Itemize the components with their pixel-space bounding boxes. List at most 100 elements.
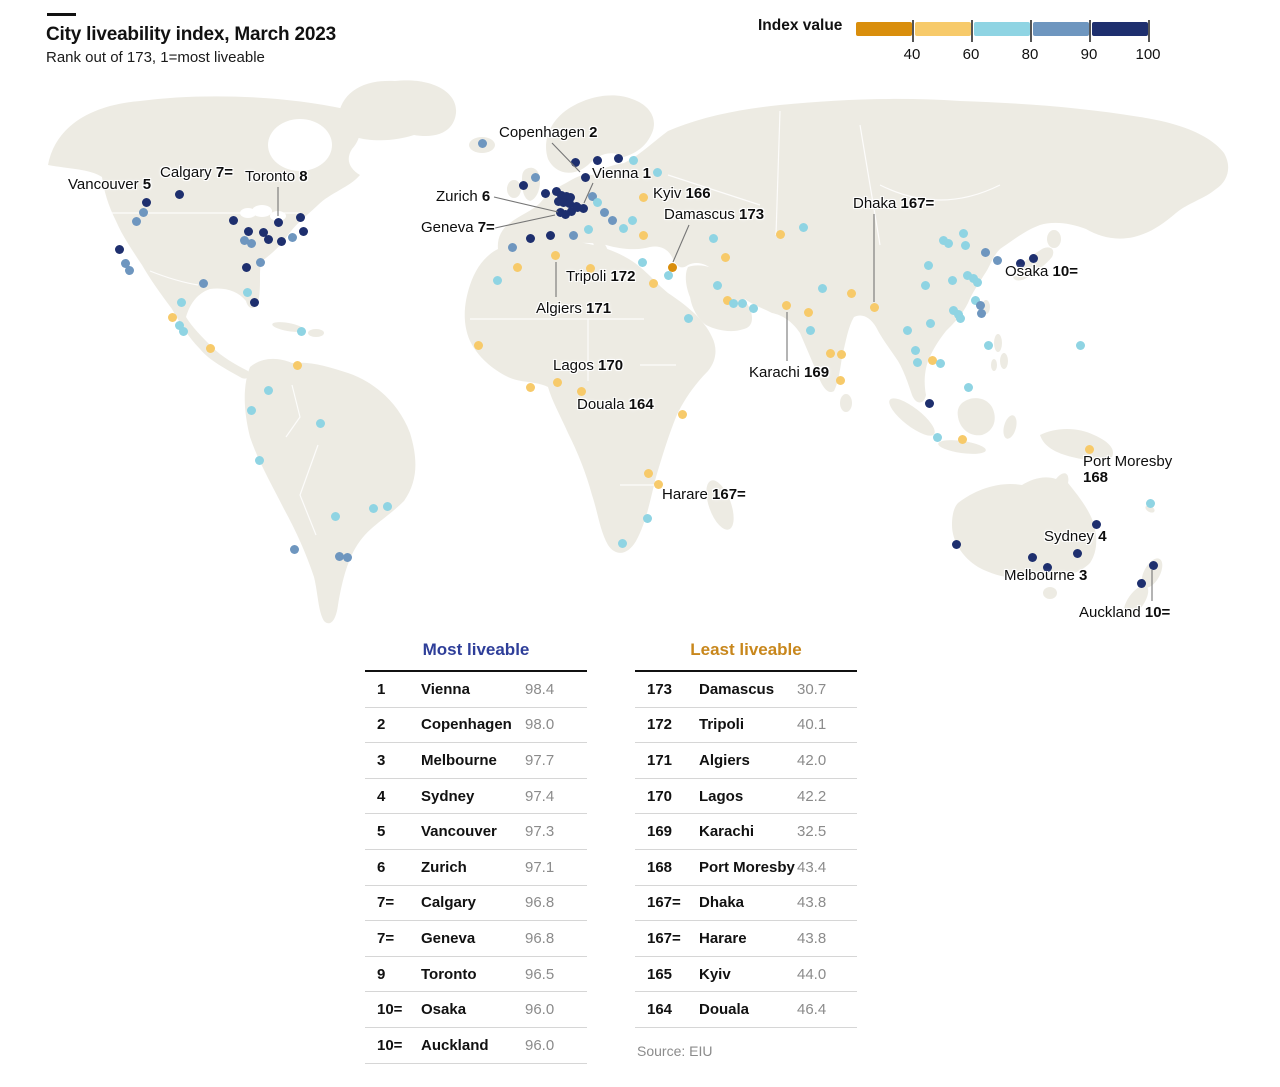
city-dot xyxy=(296,326,306,336)
city-dot xyxy=(556,190,566,200)
city-dot xyxy=(638,192,648,202)
city-dot xyxy=(637,257,647,267)
rank-cell: 7= xyxy=(377,894,395,912)
table-row: 9 Toronto 96.5 xyxy=(365,957,587,993)
city-dot xyxy=(572,202,582,212)
city-dot xyxy=(927,355,937,365)
legend-tick-label: 40 xyxy=(903,46,921,63)
city-dot xyxy=(980,247,990,257)
legend-tick xyxy=(1148,20,1150,42)
city-dot xyxy=(962,270,972,280)
source-note: Source: EIU xyxy=(637,1043,713,1059)
value-cell: 46.4 xyxy=(797,1001,827,1019)
city-dot xyxy=(1148,560,1158,570)
city-dot xyxy=(992,255,1002,265)
least-liveable-title: Least liveable xyxy=(690,640,802,659)
city-dot xyxy=(592,155,602,165)
table-row: 7= Geneva 96.8 xyxy=(365,921,587,957)
city-dot xyxy=(638,230,648,240)
rank-cell: 3 xyxy=(377,751,386,769)
city-label-auckland: Auckland 10= xyxy=(1079,604,1171,621)
legend-tick xyxy=(912,20,914,42)
city-dot xyxy=(932,432,942,442)
city-dot xyxy=(836,349,846,359)
city-dot xyxy=(560,209,570,219)
city-label-damascus: Damascus 173 xyxy=(664,206,765,223)
rank-cell: 167= xyxy=(647,929,681,947)
city-dot xyxy=(618,223,628,233)
city-dot xyxy=(114,244,124,254)
city-dot xyxy=(924,398,934,408)
city-cell: Calgary xyxy=(421,894,477,912)
city-dot xyxy=(566,206,576,216)
city-dot xyxy=(263,385,273,395)
table-row: 165 Kyiv 44.0 xyxy=(635,957,857,993)
most-liveable-title: Most liveable xyxy=(422,640,530,659)
city-dot xyxy=(798,222,808,232)
city-dot xyxy=(477,138,487,148)
city-dot xyxy=(551,186,561,196)
city-dot xyxy=(925,318,935,328)
table-row: 172 Tripoli 40.1 xyxy=(635,708,857,744)
rank-cell: 169 xyxy=(647,823,673,841)
rank-cell: 170 xyxy=(647,787,673,805)
table-row: 1 Vienna 98.4 xyxy=(365,672,587,708)
city-dot xyxy=(249,297,259,307)
city-dot xyxy=(948,305,958,315)
city-dot xyxy=(568,230,578,240)
value-cell: 97.3 xyxy=(525,823,555,841)
city-label-copenhagen: Copenhagen 2 xyxy=(499,124,598,141)
city-dot xyxy=(642,513,652,523)
rank-cell: 171 xyxy=(647,751,673,769)
city-dot xyxy=(131,216,141,226)
city-dot xyxy=(576,386,586,396)
city-dot xyxy=(968,273,978,283)
table-row: 6 Zurich 97.1 xyxy=(365,850,587,886)
city-dot xyxy=(920,280,930,290)
city-cell: Algiers xyxy=(699,751,750,769)
city-dot xyxy=(198,278,208,288)
city-cell: Kyiv xyxy=(699,965,731,983)
rank-cell: 6 xyxy=(377,858,386,876)
city-dot xyxy=(578,203,588,213)
city-dot xyxy=(295,212,305,222)
value-cell: 96.8 xyxy=(525,894,555,912)
city-dot xyxy=(970,295,980,305)
city-dot xyxy=(648,278,658,288)
city-cell: Geneva xyxy=(421,929,476,947)
rank-cell: 164 xyxy=(647,1001,673,1019)
city-dot xyxy=(805,325,815,335)
city-dot xyxy=(628,155,638,165)
value-cell: 43.8 xyxy=(797,894,827,912)
city-label-osaka: Osaka 10= xyxy=(1005,263,1078,280)
table-row: 164 Douala 46.4 xyxy=(635,992,857,1028)
rank-cell: 1 xyxy=(377,680,386,698)
city-dot xyxy=(298,226,308,236)
city-dot xyxy=(530,172,540,182)
city-cell: Sydney xyxy=(421,787,475,805)
page-title: City liveability index, March 2023 xyxy=(46,24,336,45)
city-dot xyxy=(592,197,602,207)
city-cell: Copenhagen xyxy=(421,716,512,734)
value-cell: 96.0 xyxy=(525,1036,555,1054)
legend-tick xyxy=(1089,20,1091,42)
city-cell: Dhaka xyxy=(699,894,745,912)
city-cell: Douala xyxy=(699,1001,750,1019)
city-dot xyxy=(1072,548,1082,558)
table-row: 167= Harare 43.8 xyxy=(635,921,857,957)
city-dot xyxy=(287,232,297,242)
city-dot xyxy=(923,260,933,270)
city-dot xyxy=(289,544,299,554)
table-row: 10= Osaka 96.0 xyxy=(365,992,587,1028)
city-dot xyxy=(825,348,835,358)
city-dot xyxy=(983,340,993,350)
city-label-harare: Harare 167= xyxy=(662,486,746,503)
table-row: 10= Auckland 96.0 xyxy=(365,1028,587,1064)
city-label-algiers: Algiers 171 xyxy=(536,300,612,317)
city-dot xyxy=(817,283,827,293)
city-label-dhaka: Dhaka 167= xyxy=(853,195,935,212)
city-dot xyxy=(138,207,148,217)
city-dot xyxy=(728,298,738,308)
city-dot xyxy=(835,375,845,385)
rank-cell: 2 xyxy=(377,716,386,734)
